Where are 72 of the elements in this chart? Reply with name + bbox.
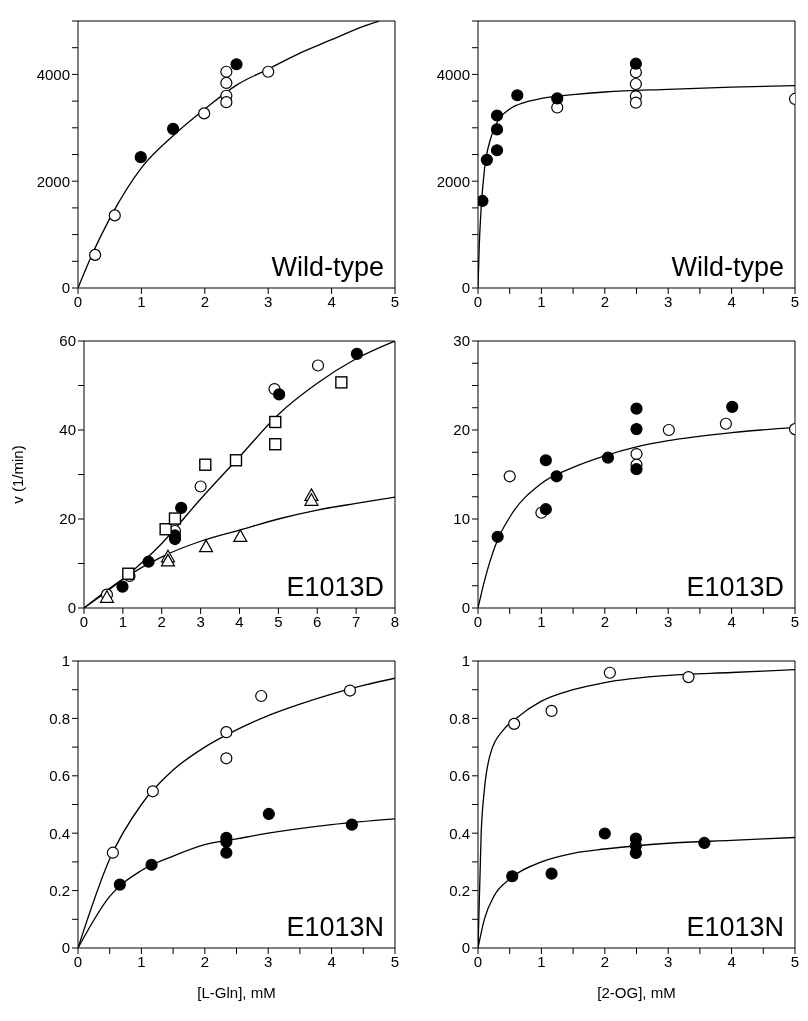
y-tick-label: 60 <box>59 332 76 350</box>
y-tick-label: 0.8 <box>449 709 470 727</box>
annotation: E1013N <box>286 912 384 942</box>
y-tick-label: 0.2 <box>49 881 70 899</box>
x-tick-label: 2 <box>600 292 609 310</box>
annotation: Wild-type <box>671 252 784 282</box>
x-tick-label: 0 <box>473 292 483 310</box>
x-tick-label: 3 <box>664 952 673 970</box>
y-tick-label: 4000 <box>436 65 470 83</box>
x-tick-label: 0 <box>473 612 483 630</box>
x-tick-label: 8 <box>390 612 400 630</box>
x-tick-label: 5 <box>390 952 400 970</box>
x-tick-label: 3 <box>664 612 673 630</box>
y-tick-label: 2000 <box>36 172 70 190</box>
y-tick-label: 0.6 <box>449 767 470 785</box>
x-tick-label: 4 <box>235 612 244 630</box>
x-tick-label: 1 <box>537 292 546 310</box>
x-tick-label: 5 <box>790 952 800 970</box>
x-tick-label: 3 <box>196 612 205 630</box>
x-tick-label: 4 <box>327 952 336 970</box>
y-tick-label: 0 <box>61 939 70 957</box>
x-tick-label: 2 <box>600 612 609 630</box>
y-tick-label: 20 <box>59 510 76 528</box>
x-tick-label: 2 <box>157 612 166 630</box>
x-tick-label: 4 <box>727 952 736 970</box>
x-tick-label: 2 <box>200 952 209 970</box>
y-tick-label: 0.4 <box>449 824 470 842</box>
y-tick-label: 0 <box>67 599 76 617</box>
x-tick-label: 1 <box>137 952 146 970</box>
annotation: E1013N <box>686 912 784 942</box>
y-tick-label: 20 <box>453 421 470 439</box>
x-tick-label: 0 <box>473 952 483 970</box>
x-tick-label: 4 <box>327 292 336 310</box>
y-tick-label: 0.4 <box>49 824 70 842</box>
x-tick-label: 5 <box>390 292 400 310</box>
x-tick-label: 5 <box>790 292 800 310</box>
y-tick-label: 0.6 <box>49 767 70 785</box>
y-tick-label: 0 <box>461 279 470 297</box>
y-tick-label: 0.2 <box>449 881 470 899</box>
x-axis-title: [2-OG], mM <box>597 984 676 1001</box>
y-tick-label: 0 <box>461 939 470 957</box>
x-tick-label: 1 <box>537 612 546 630</box>
x-tick-label: 3 <box>264 292 273 310</box>
x-tick-label: 0 <box>79 612 89 630</box>
x-tick-label: 3 <box>264 952 273 970</box>
y-tick-label: 2000 <box>436 172 470 190</box>
x-tick-label: 1 <box>118 612 128 630</box>
x-axis-title: [L-Gln], mM <box>197 984 276 1001</box>
y-tick-label: 40 <box>59 421 76 439</box>
y-tick-label: 10 <box>453 510 470 528</box>
x-tick-label: 4 <box>727 292 736 310</box>
y-tick-label: 0 <box>61 279 70 297</box>
x-tick-label: 1 <box>537 952 546 970</box>
x-tick-label: 2 <box>600 952 609 970</box>
y-tick-label: 0.8 <box>49 709 70 727</box>
y-tick-label: 1 <box>61 652 70 670</box>
y-axis-title: v (1/min) <box>9 445 27 504</box>
x-tick-label: 1 <box>137 292 146 310</box>
x-tick-label: 3 <box>664 292 673 310</box>
annotation: E1013D <box>286 572 384 602</box>
annotation: Wild-type <box>271 252 384 282</box>
y-tick-label: 0 <box>461 599 470 617</box>
x-tick-label: 5 <box>790 612 800 630</box>
y-tick-label: 30 <box>453 332 470 350</box>
x-tick-label: 7 <box>351 612 361 630</box>
x-tick-label: 6 <box>313 612 322 630</box>
x-tick-label: 5 <box>274 612 283 630</box>
y-tick-label: 4000 <box>36 65 70 83</box>
y-tick-label: 1 <box>461 652 470 670</box>
x-tick-label: 2 <box>200 292 209 310</box>
x-tick-label: 4 <box>727 612 736 630</box>
annotation: E1013D <box>686 572 784 602</box>
